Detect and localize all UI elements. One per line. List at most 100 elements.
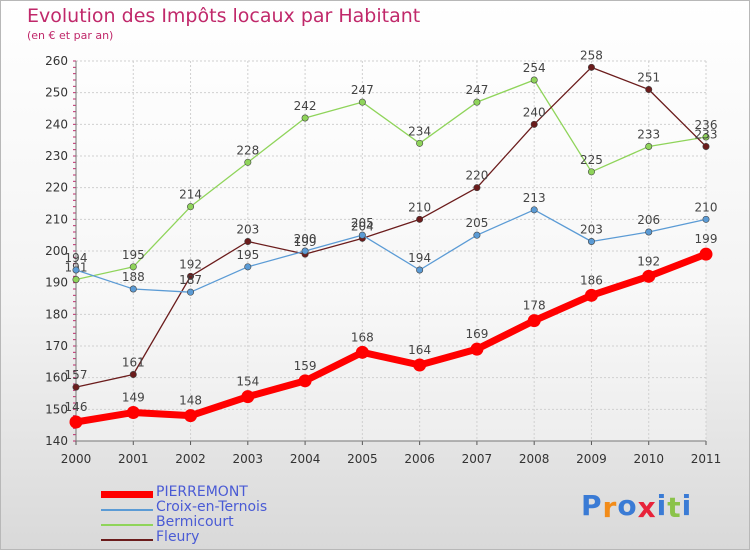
data-point — [702, 143, 710, 151]
data-point — [416, 266, 424, 274]
data-label: 195 — [236, 248, 259, 262]
data-label: 228 — [236, 143, 259, 157]
data-point — [587, 63, 595, 71]
logo-letter: r — [602, 491, 618, 524]
y-tick-label: 230 — [45, 149, 68, 163]
data-label: 149 — [122, 391, 145, 405]
data-label: 247 — [351, 83, 374, 97]
data-point — [416, 215, 424, 223]
series-pierremont: 146 149 148 154 159 168 164 169 178 186 192 199 — [65, 232, 717, 429]
data-label: 210 — [408, 200, 431, 214]
data-label: 199 — [294, 235, 317, 249]
data-label: 233 — [637, 128, 660, 142]
data-point — [301, 114, 309, 122]
plot-area — [76, 61, 706, 441]
data-point — [241, 390, 255, 404]
data-point — [473, 98, 481, 106]
legend-label: Bermicourt — [156, 514, 234, 530]
data-label: 233 — [695, 128, 718, 142]
data-label: 210 — [695, 200, 718, 214]
series-line — [75, 79, 707, 281]
data-point — [587, 168, 595, 176]
data-point — [298, 374, 312, 388]
data-point — [72, 383, 80, 391]
data-point — [702, 133, 710, 141]
data-label: 148 — [179, 394, 202, 408]
data-label: 200 — [294, 232, 317, 246]
x-tick-label: 2001 — [118, 452, 149, 466]
x-tick-label: 2000 — [61, 452, 92, 466]
data-label: 192 — [179, 257, 202, 271]
data-point — [72, 266, 80, 274]
data-label: 225 — [580, 153, 603, 167]
data-point — [584, 288, 598, 302]
data-point — [530, 120, 538, 128]
data-label: 192 — [637, 254, 660, 268]
data-point — [587, 238, 595, 246]
y-tick-label: 140 — [45, 434, 68, 448]
grid-lines — [75, 60, 707, 442]
data-point — [699, 247, 713, 261]
data-point — [645, 143, 653, 151]
legend-swatch — [101, 524, 153, 526]
chart-subtitle: (en € et par an) — [27, 29, 114, 42]
y-tick-label: 160 — [45, 371, 68, 385]
data-label: 159 — [294, 359, 317, 373]
data-label: 220 — [465, 169, 488, 183]
y-tick-label: 220 — [45, 181, 68, 195]
x-tick-label: 2009 — [576, 452, 607, 466]
legend-swatch — [101, 539, 153, 541]
data-point — [645, 228, 653, 236]
logo-letter: x — [637, 491, 657, 524]
data-point — [129, 263, 137, 271]
data-point — [187, 288, 195, 296]
data-label: 168 — [351, 330, 374, 344]
data-point — [187, 203, 195, 211]
legend-label: PIERREMONT — [156, 484, 248, 500]
data-label: 258 — [580, 48, 603, 62]
x-tick-label: 2005 — [347, 452, 378, 466]
data-point — [470, 342, 484, 356]
data-point — [416, 139, 424, 147]
x-tick-label: 2006 — [404, 452, 435, 466]
x-tick-label: 2010 — [633, 452, 664, 466]
x-tick-label: 2003 — [233, 452, 264, 466]
x-tick-label: 2004 — [290, 452, 321, 466]
logo-letter: i — [656, 489, 668, 522]
axes: 140 150 160 170 180 190 200 210 220 230 240 250 260 2… — [45, 54, 721, 466]
data-label: 204 — [351, 219, 374, 233]
data-point — [530, 206, 538, 214]
data-label: 214 — [179, 188, 202, 202]
data-point — [473, 231, 481, 239]
series-croix-en-ternois: 194 188 187 195 200 205 194 205 213 203 206 210 — [65, 191, 718, 296]
data-point — [187, 272, 195, 280]
data-point — [358, 98, 366, 106]
x-tick-label: 2002 — [175, 452, 206, 466]
data-label: 161 — [122, 356, 145, 370]
series-layer: 1911952142282422472342472542252332361571… — [65, 48, 718, 429]
data-point — [244, 158, 252, 166]
data-label: 178 — [523, 299, 546, 313]
data-label: 205 — [351, 216, 374, 230]
data-point — [244, 238, 252, 246]
data-point — [530, 76, 538, 84]
data-point — [645, 86, 653, 94]
y-tick-label: 240 — [45, 117, 68, 131]
logo-letter: o — [617, 489, 638, 522]
logo-letter: P — [581, 489, 603, 522]
y-tick-label: 150 — [45, 402, 68, 416]
x-tick-label: 2011 — [691, 452, 722, 466]
data-label: 169 — [465, 327, 488, 341]
data-point — [642, 269, 656, 283]
x-tick-label: 2008 — [519, 452, 550, 466]
data-point — [69, 415, 83, 429]
data-label: 206 — [637, 213, 660, 227]
y-tick-label: 180 — [45, 307, 68, 321]
data-label: 154 — [236, 375, 259, 389]
data-point — [413, 358, 427, 372]
data-label: 240 — [523, 105, 546, 119]
data-point — [129, 370, 137, 378]
data-point — [72, 275, 80, 283]
data-label: 194 — [65, 251, 88, 265]
data-label: 254 — [523, 61, 546, 75]
